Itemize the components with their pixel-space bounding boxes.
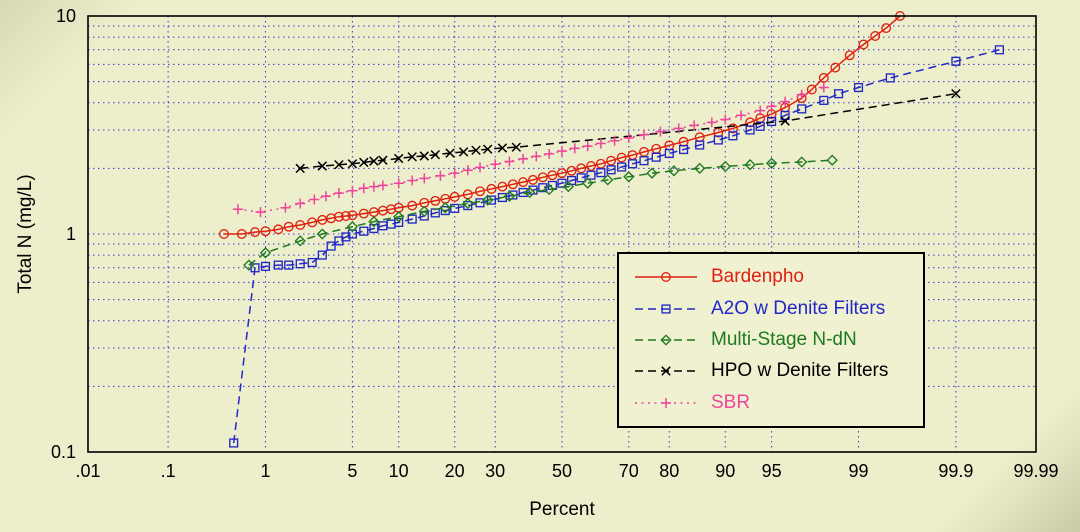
legend-sample-plus-icon — [633, 391, 699, 415]
svg-text:50: 50 — [552, 461, 572, 481]
legend-label: Multi-Stage N-dN — [711, 328, 857, 350]
legend-sample-square-icon — [633, 297, 699, 321]
svg-text:80: 80 — [659, 461, 679, 481]
svg-text:30: 30 — [485, 461, 505, 481]
x-axis-title: Percent — [529, 499, 595, 520]
svg-text:95: 95 — [762, 461, 782, 481]
svg-text:10: 10 — [56, 6, 76, 26]
series-bardenpho — [219, 11, 905, 239]
svg-text:99: 99 — [848, 461, 868, 481]
legend-item-sbr: SBR — [633, 391, 913, 415]
legend-sample-diamond-icon — [633, 328, 699, 352]
legend-label: HPO w Denite Filters — [711, 360, 889, 382]
legend-sample-circle-icon — [633, 265, 699, 289]
legend-sample-x-icon — [633, 359, 699, 383]
legend-label: A2O w Denite Filters — [711, 297, 886, 319]
legend-item-a2o-denite-filters: A2O w Denite Filters — [633, 297, 913, 321]
series-hpo-w-denite-filters — [295, 88, 961, 174]
legend-item-bardenpho: Bardenpho — [633, 265, 913, 289]
x-tick-labels: .01 .1 1 5 10 20 30 50 70 80 90 95 99 99.9 99.99 — [75, 461, 1058, 481]
plot-frame — [87, 15, 1037, 453]
legend-item-multi-stage-n-dn: Multi-Stage N-dN — [633, 328, 913, 352]
svg-text:90: 90 — [715, 461, 735, 481]
svg-text:70: 70 — [619, 461, 639, 481]
y-axis-title: Total N (mg/L) — [15, 174, 36, 294]
svg-text:1: 1 — [260, 461, 270, 481]
svg-text:0.1: 0.1 — [51, 442, 76, 462]
svg-text:5: 5 — [347, 461, 357, 481]
legend-item-hpo-denite-filters: HPO w Denite Filters — [633, 359, 913, 383]
y-tick-labels: 10 1 0.1 — [51, 6, 76, 462]
svg-text:20: 20 — [445, 461, 465, 481]
svg-text:99.99: 99.99 — [1013, 461, 1058, 481]
svg-text:.01: .01 — [75, 461, 100, 481]
legend: Bardenpho A2O w Denite Filters Multi-Sta… — [617, 252, 925, 428]
svg-text:99.9: 99.9 — [938, 461, 973, 481]
svg-text:10: 10 — [389, 461, 409, 481]
series-multi-stage-n-dn — [243, 154, 838, 271]
svg-text:1: 1 — [66, 224, 76, 244]
legend-label: Bardenpho — [711, 266, 804, 288]
legend-label: SBR — [711, 391, 751, 413]
series-sbr — [232, 82, 829, 218]
svg-text:.1: .1 — [161, 461, 176, 481]
